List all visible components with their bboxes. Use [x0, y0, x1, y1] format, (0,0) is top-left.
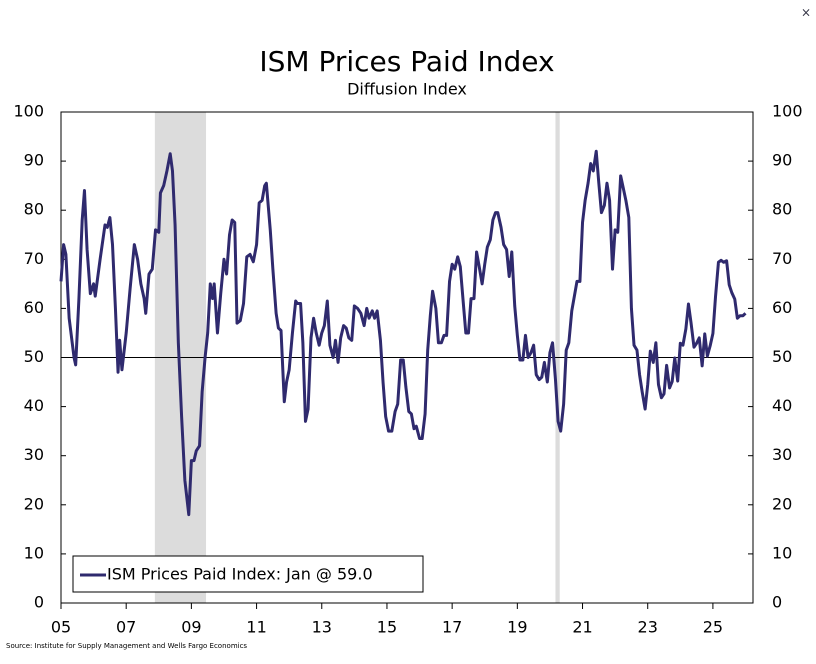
x-tick-label: 17 [442, 618, 462, 637]
y2-tick-label: 100 [772, 102, 803, 121]
y-tick-label: 0 [34, 593, 44, 612]
y-tick-label: 70 [24, 249, 44, 268]
y2-tick-label: 40 [772, 396, 792, 415]
y-tick-label: 80 [24, 200, 44, 219]
y-tick-label: 90 [24, 151, 44, 170]
x-tick-label: 19 [507, 618, 527, 637]
x-tick-label: 25 [703, 618, 723, 637]
y-tick-label: 100 [13, 102, 44, 121]
x-tick-label: 21 [572, 618, 592, 637]
chart-subtitle: Diffusion Index [347, 80, 467, 99]
y-tick-label: 50 [24, 347, 44, 366]
x-tick-label: 09 [181, 618, 201, 637]
x-tick-label: 11 [246, 618, 266, 637]
x-tick-label: 15 [377, 618, 397, 637]
y-tick-label: 10 [24, 543, 44, 562]
y2-tick-label: 50 [772, 347, 792, 366]
data-line [59, 149, 747, 517]
y2-tick-label: 80 [772, 200, 792, 219]
y2-tick-label: 60 [772, 298, 792, 317]
y-tick-label: 40 [24, 396, 44, 415]
y2-tick-label: 90 [772, 151, 792, 170]
y2-tick-label: 10 [772, 543, 792, 562]
close-button[interactable]: × [801, 6, 811, 20]
y2-tick-label: 70 [772, 249, 792, 268]
x-tick-label: 23 [638, 618, 658, 637]
legend-box [72, 555, 424, 593]
y2-tick-label: 20 [772, 494, 792, 513]
y-tick-label: 30 [24, 445, 44, 464]
y2-tick-label: 30 [772, 445, 792, 464]
x-tick-label: 05 [51, 618, 71, 637]
y-tick-label: 60 [24, 298, 44, 317]
y2-tick-label: 0 [772, 593, 782, 612]
y-tick-label: 20 [24, 494, 44, 513]
x-tick-label: 07 [116, 618, 136, 637]
x-tick-label: 13 [312, 618, 332, 637]
legend-label: ISM Prices Paid Index: Jan @ 59.0 [107, 565, 373, 584]
source-note: Source: Institute for Supply Management … [6, 642, 247, 650]
chart-title: ISM Prices Paid Index [259, 45, 554, 78]
